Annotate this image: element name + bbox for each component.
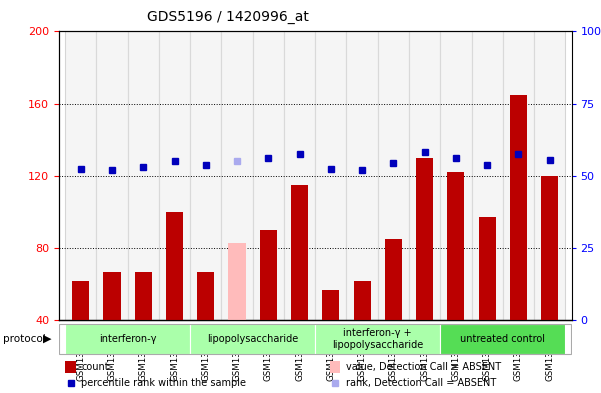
Text: percentile rank within the sample: percentile rank within the sample (81, 378, 246, 388)
Bar (478, 217, 496, 320)
Text: lipopolysaccharide: lipopolysaccharide (207, 334, 298, 344)
Bar (416, 158, 433, 320)
Bar (127, 31, 159, 320)
Bar (66, 361, 76, 373)
Bar (534, 31, 566, 320)
Bar (510, 95, 527, 320)
Bar (221, 31, 252, 320)
Bar (65, 31, 96, 320)
Text: untreated control: untreated control (460, 334, 545, 344)
Text: value, Detection Call = ABSENT: value, Detection Call = ABSENT (346, 362, 501, 372)
Bar (166, 212, 183, 320)
Bar (441, 323, 565, 354)
Bar (347, 31, 378, 320)
Bar (190, 323, 314, 354)
Text: interferon-γ: interferon-γ (99, 334, 156, 344)
Bar (472, 31, 503, 320)
Bar (315, 31, 347, 320)
Bar (447, 172, 465, 320)
Text: GDS5196 / 1420996_at: GDS5196 / 1420996_at (147, 10, 310, 24)
Text: protocol: protocol (3, 334, 46, 344)
Bar (252, 31, 284, 320)
Bar (228, 242, 246, 320)
Bar (65, 323, 189, 354)
Bar (72, 281, 90, 320)
Text: rank, Detection Call = ABSENT: rank, Detection Call = ABSENT (346, 378, 496, 388)
Bar (409, 31, 441, 320)
Bar (135, 272, 152, 320)
Text: ▶: ▶ (43, 334, 52, 344)
Bar (291, 185, 308, 320)
Bar (330, 361, 340, 373)
Bar (103, 272, 121, 320)
Bar (378, 31, 409, 320)
Bar (315, 323, 440, 354)
Bar (353, 281, 371, 320)
Text: interferon-γ +
lipopolysaccharide: interferon-γ + lipopolysaccharide (332, 328, 423, 350)
Bar (159, 31, 190, 320)
Bar (385, 239, 402, 320)
Bar (441, 31, 472, 320)
Bar (541, 176, 558, 320)
Bar (284, 31, 315, 320)
Bar (197, 272, 215, 320)
Bar (260, 230, 277, 320)
Bar (190, 31, 221, 320)
Bar (322, 290, 340, 320)
Text: count: count (81, 362, 109, 372)
Bar (503, 31, 534, 320)
Bar (96, 31, 127, 320)
